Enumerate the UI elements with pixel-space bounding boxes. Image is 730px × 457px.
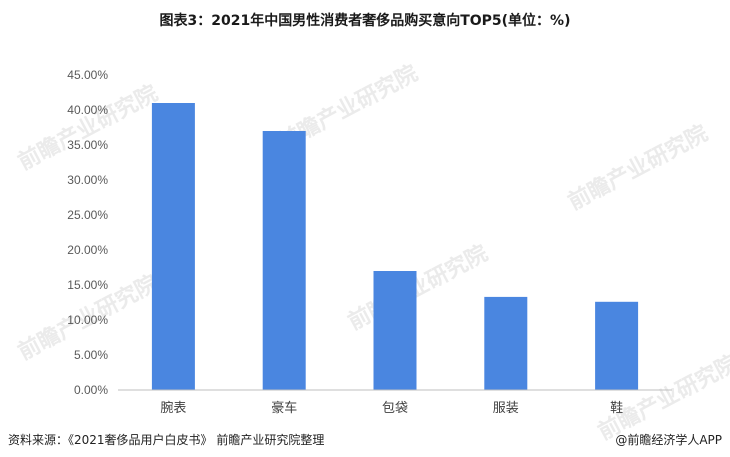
y-tick-label: 30.00% — [67, 173, 108, 187]
bar — [262, 131, 306, 390]
bar — [484, 296, 528, 390]
y-tick-label: 35.00% — [67, 138, 108, 152]
source-note: 资料来源：《2021奢侈品用户白皮书》 前瞻产业研究院整理 — [8, 433, 325, 447]
bar — [373, 271, 417, 390]
x-axis: 腕表 豪车 包袋 服装 鞋 — [160, 400, 623, 416]
y-tick-label: 15.00% — [67, 278, 108, 292]
chart-title: 图表3：2021年中国男性消费者奢侈品购买意向TOP5(单位：%) — [159, 13, 571, 29]
bars — [151, 103, 639, 390]
bar — [595, 301, 639, 390]
bar — [151, 103, 195, 390]
x-tick-label: 腕表 — [160, 400, 186, 416]
y-tick-label: 40.00% — [67, 103, 108, 117]
brand-label: @前瞻经济学人APP — [615, 433, 722, 447]
x-tick-label: 豪车 — [271, 400, 297, 416]
y-tick-label: 20.00% — [67, 243, 108, 257]
y-tick-label: 25.00% — [67, 208, 108, 222]
y-tick-label: 5.00% — [74, 348, 108, 362]
x-tick-label: 服装 — [493, 401, 519, 416]
x-tick-label: 鞋 — [610, 400, 623, 416]
x-tick-label: 包袋 — [382, 401, 408, 416]
y-tick-label: 10.00% — [67, 313, 108, 327]
y-axis: 0.00% 5.00% 10.00% 15.00% 20.00% 25.00% 30.00%… — [67, 68, 108, 397]
y-tick-label: 45.00% — [67, 68, 108, 82]
y-tick-label: 0.00% — [74, 383, 108, 397]
